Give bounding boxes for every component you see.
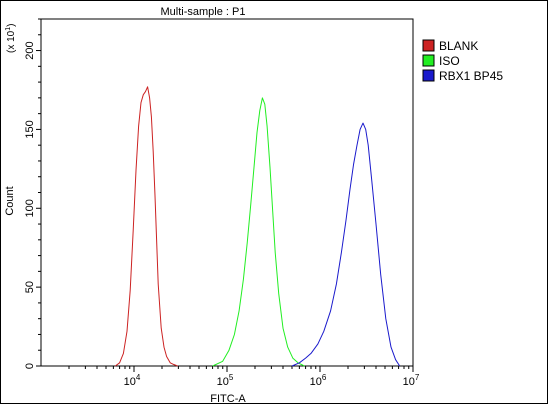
series-line-blank [115, 86, 178, 367]
x-tick-label: 105 [217, 373, 234, 388]
y-tick-label: 0 [24, 363, 36, 369]
y-multiplier-label: (x 101) [5, 24, 17, 53]
y-tick-label: 150 [24, 120, 36, 138]
legend-swatch [422, 54, 435, 67]
series-line-rbx1-bp45 [291, 122, 401, 367]
x-tick-label: 106 [310, 373, 327, 388]
y-tick-label: 200 [24, 41, 36, 59]
y-tick-label: 50 [24, 281, 36, 293]
plot-area [40, 18, 414, 367]
x-tick-label: 107 [403, 373, 420, 388]
x-axis-label: FITC-A [210, 393, 246, 403]
y-axis-label: Count [4, 186, 16, 215]
legend-label: RBX1 BP45 [439, 69, 503, 83]
series-line-iso [212, 97, 305, 367]
x-ticks: 104 105 106 107 [68, 366, 420, 388]
legend-label: BLANK [439, 39, 478, 53]
chart-title: Multi-sample : P1 [161, 6, 246, 18]
x-tick-label: 104 [124, 373, 141, 388]
legend-swatch [422, 39, 435, 52]
series-lines [115, 86, 401, 367]
legend-swatch [422, 69, 435, 82]
y-tick-label: 100 [24, 199, 36, 217]
legend-label: ISO [439, 54, 460, 68]
y-ticks: 0 50 100 150 200 [24, 18, 41, 369]
